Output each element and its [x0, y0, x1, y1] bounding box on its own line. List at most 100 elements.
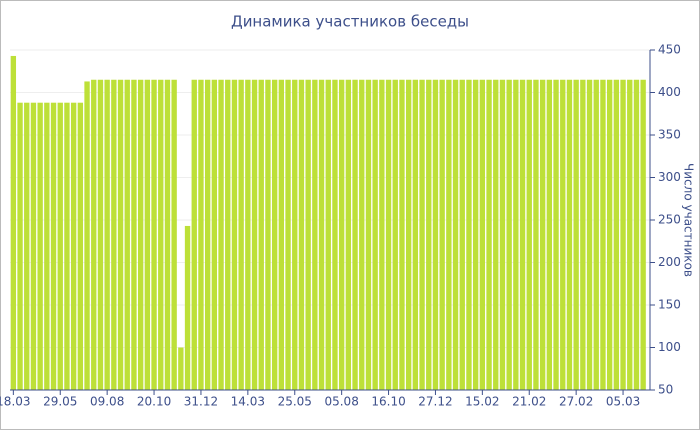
- bar: [151, 79, 157, 390]
- bar: [50, 102, 57, 390]
- bar: [593, 79, 599, 390]
- bar: [526, 79, 532, 390]
- y-tick-label: 400: [658, 85, 681, 99]
- bar: [131, 79, 137, 390]
- bar: [519, 79, 526, 390]
- bar: [178, 347, 184, 390]
- x-tick-label: 27.12: [418, 395, 452, 409]
- bar: [211, 79, 218, 390]
- bar: [285, 79, 291, 390]
- bar: [278, 79, 285, 390]
- x-tick-label: 05.03: [606, 395, 640, 409]
- bar: [479, 79, 486, 390]
- y-tick-label: 300: [658, 170, 681, 184]
- bar: [392, 79, 398, 390]
- bar: [245, 79, 251, 390]
- bar: [379, 79, 385, 390]
- bar: [405, 79, 412, 390]
- bar: [64, 102, 70, 390]
- bar: [513, 79, 519, 390]
- bar: [620, 79, 626, 390]
- bar: [365, 79, 372, 390]
- x-tick-label: 18.03: [0, 395, 31, 409]
- bar: [539, 79, 546, 390]
- bar: [560, 79, 566, 390]
- bar: [204, 79, 211, 390]
- bar: [493, 79, 499, 390]
- bar: [566, 79, 573, 390]
- bar: [111, 79, 117, 390]
- bar: [91, 79, 97, 390]
- bar: [305, 79, 311, 390]
- bar: [385, 79, 392, 390]
- chart-title: Динамика участников беседы: [231, 13, 469, 31]
- bar: [77, 102, 84, 390]
- bar: [359, 79, 365, 390]
- bar: [171, 79, 177, 390]
- bar: [17, 102, 23, 390]
- x-tick-label: 21.02: [512, 395, 546, 409]
- bar: [184, 225, 191, 390]
- bar: [472, 79, 479, 390]
- bar: [352, 79, 358, 390]
- x-tick-label: 09.08: [90, 395, 124, 409]
- bar: [265, 79, 271, 390]
- bar: [459, 79, 465, 390]
- x-tick-label: 16.10: [371, 395, 405, 409]
- y-tick-label: 250: [658, 213, 681, 227]
- x-tick-label: 27.02: [559, 395, 593, 409]
- bar: [218, 79, 224, 390]
- bar: [44, 102, 50, 390]
- bar: [499, 79, 506, 390]
- bar: [419, 79, 425, 390]
- bar: [10, 55, 17, 390]
- bar: [70, 102, 77, 390]
- bar: [533, 79, 539, 390]
- bar: [24, 102, 30, 390]
- bar: [258, 79, 264, 390]
- y-tick-label: 350: [658, 128, 681, 142]
- bar: [338, 79, 345, 390]
- bar: [432, 79, 439, 390]
- bar: [325, 79, 331, 390]
- x-tick-label: 31.12: [184, 395, 218, 409]
- bar: [238, 79, 244, 390]
- bar: [158, 79, 164, 390]
- bar: [466, 79, 472, 390]
- bar: [30, 102, 37, 390]
- bar: [271, 79, 278, 390]
- bar: [298, 79, 305, 390]
- x-tick-label: 14.03: [231, 395, 265, 409]
- bar: [164, 79, 171, 390]
- bar: [426, 79, 432, 390]
- bar: [600, 79, 606, 390]
- bar: [573, 79, 579, 390]
- bar: [332, 79, 338, 390]
- bar: [633, 79, 640, 390]
- bar: [345, 79, 352, 390]
- bar: [613, 79, 620, 390]
- bar: [312, 79, 318, 390]
- x-tick-label: 05.08: [324, 395, 358, 409]
- bar: [452, 79, 459, 390]
- x-tick-label: 29.05: [43, 395, 77, 409]
- bar: [627, 79, 633, 390]
- y-axis-label: Число участников: [682, 163, 696, 277]
- y-tick-label: 200: [658, 255, 681, 269]
- bar: [606, 79, 613, 390]
- bar: [84, 81, 90, 390]
- bar: [57, 102, 63, 390]
- bar: [292, 79, 298, 390]
- bar: [37, 102, 43, 390]
- bar: [586, 79, 593, 390]
- bar: [144, 79, 151, 390]
- bar: [104, 79, 110, 390]
- y-tick-label: 450: [658, 43, 681, 57]
- bar: [225, 79, 231, 390]
- bar: [198, 79, 204, 390]
- bar: [486, 79, 492, 390]
- bar: [372, 79, 378, 390]
- bar: [117, 79, 124, 390]
- x-tick-label: 20.10: [137, 395, 171, 409]
